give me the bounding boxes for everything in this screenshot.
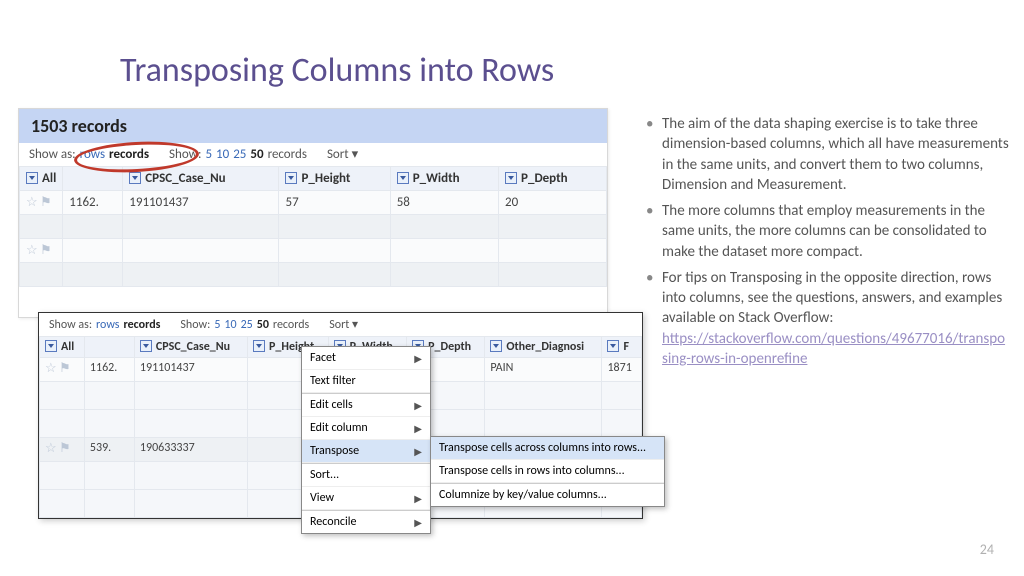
- page-number: 24: [980, 541, 994, 558]
- bullet-3: For tips on Transposing in the opposite …: [640, 268, 1010, 369]
- menu-view[interactable]: View▶: [302, 487, 430, 510]
- toolbar: Show as: rows records Show: 5 10 25 50 r…: [19, 143, 607, 166]
- data-grid-top: All CPSC_Case_Nu P_Height P_Width P_Dept…: [19, 166, 607, 287]
- toolbar-2: Show as: rows records Show: 5 10 25 50 r…: [39, 313, 642, 336]
- bullet-list: The aim of the data shaping exercise is …: [640, 114, 1010, 375]
- submenu-cols-to-rows[interactable]: Transpose cells across columns into rows…: [431, 437, 664, 460]
- menu-sort[interactable]: Sort...: [302, 463, 430, 487]
- col-menu-case-icon[interactable]: [129, 172, 141, 184]
- flag-icon[interactable]: ⚑: [40, 243, 54, 258]
- page-50[interactable]: 50: [250, 147, 263, 162]
- col-menu-height-icon[interactable]: [285, 172, 297, 184]
- show-records[interactable]: records: [109, 147, 149, 162]
- col-menu-all-icon[interactable]: [26, 172, 38, 184]
- table-row: [20, 215, 607, 239]
- col-menu-width-icon[interactable]: [397, 172, 409, 184]
- stackoverflow-link[interactable]: https://stackoverflow.com/questions/4967…: [662, 330, 1005, 368]
- star-icon[interactable]: ☆: [26, 243, 40, 258]
- openrefine-screenshot-top: 1503 records Show as: rows records Show:…: [18, 108, 608, 318]
- column-context-menu: Facet▶ Text filter Edit cells▶ Edit colu…: [301, 346, 431, 534]
- slide-title: Transposing Columns into Rows: [120, 50, 554, 91]
- star-icon[interactable]: ☆: [26, 195, 40, 210]
- records-count: 1503 records: [19, 109, 607, 143]
- submenu-rows-to-cols[interactable]: Transpose cells in rows into columns...: [431, 460, 664, 483]
- submenu-columnize[interactable]: Columnize by key/value columns...: [431, 483, 664, 506]
- page-25[interactable]: 25: [233, 147, 246, 162]
- menu-reconcile[interactable]: Reconcile▶: [302, 510, 430, 533]
- col-menu-depth-icon[interactable]: [505, 172, 517, 184]
- menu-edit-column[interactable]: Edit column▶: [302, 417, 430, 440]
- show-records-2[interactable]: records: [123, 318, 160, 332]
- page-10[interactable]: 10: [216, 147, 229, 162]
- page-5[interactable]: 5: [205, 147, 212, 162]
- menu-facet[interactable]: Facet▶: [302, 347, 430, 370]
- menu-text-filter[interactable]: Text filter: [302, 370, 430, 393]
- flag-icon[interactable]: ⚑: [40, 195, 54, 210]
- table-row: ☆⚑ 1162.191101437575820: [20, 191, 607, 215]
- openrefine-screenshot-bottom: Show as: rows records Show: 5 10 25 50 r…: [38, 312, 643, 519]
- table-row: [20, 263, 607, 287]
- bullet-1: The aim of the data shaping exercise is …: [640, 114, 1010, 195]
- sort-dropdown-2[interactable]: Sort ▾: [329, 317, 358, 332]
- show-rows[interactable]: rows: [80, 147, 105, 162]
- menu-transpose[interactable]: Transpose▶: [302, 440, 430, 463]
- bullet-2: The more columns that employ measurement…: [640, 201, 1010, 262]
- sort-dropdown[interactable]: Sort ▾: [327, 147, 358, 162]
- menu-edit-cells[interactable]: Edit cells▶: [302, 393, 430, 417]
- transpose-submenu: Transpose cells across columns into rows…: [430, 436, 665, 507]
- show-rows-2[interactable]: rows: [96, 318, 119, 332]
- table-row: ☆⚑: [20, 239, 607, 263]
